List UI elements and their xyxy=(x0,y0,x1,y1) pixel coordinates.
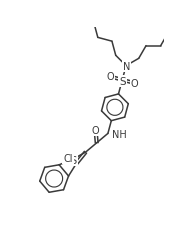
Text: O: O xyxy=(131,79,139,89)
Text: O: O xyxy=(91,126,99,136)
Text: O: O xyxy=(106,72,114,82)
Text: NH: NH xyxy=(112,130,126,140)
Text: N: N xyxy=(123,61,130,71)
Text: S: S xyxy=(70,155,76,165)
Text: Cl: Cl xyxy=(63,153,73,163)
Text: S: S xyxy=(119,76,126,86)
